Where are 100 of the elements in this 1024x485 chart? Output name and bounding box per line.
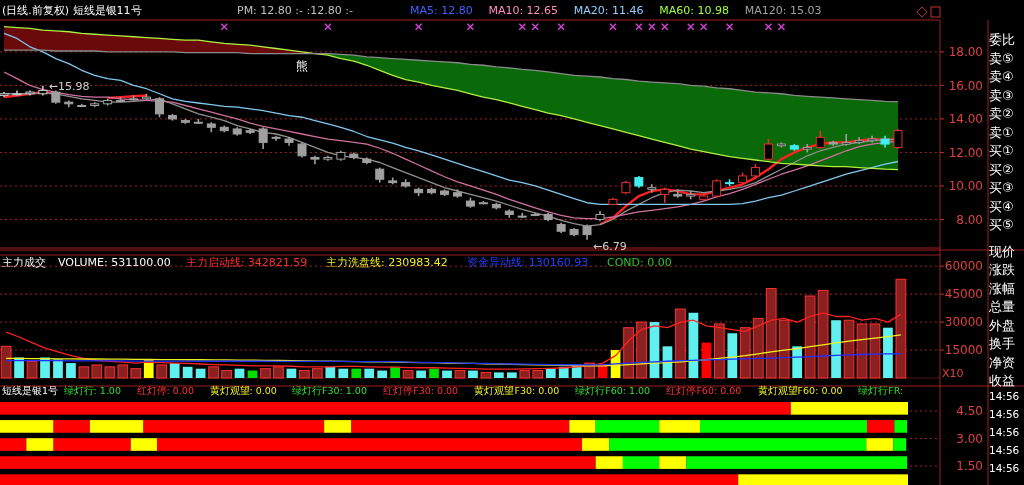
candlestick <box>517 211 527 219</box>
text: 买② <box>989 161 1014 177</box>
y-tick-label: 16.00 <box>948 78 983 93</box>
annotation: 主力洗盘线: 230983.42 <box>326 256 448 269</box>
bar <box>311 368 323 379</box>
bar <box>713 323 725 379</box>
y-tick-label: 60000 <box>944 259 983 274</box>
text: MA20: 11.46 <box>573 4 644 17</box>
bar <box>0 456 596 469</box>
y-tick-label: 45000 <box>944 287 983 302</box>
text: 14:56 <box>989 462 1020 474</box>
bar <box>0 402 791 415</box>
bar <box>739 327 751 379</box>
bar <box>0 438 27 451</box>
line-series <box>5 353 902 366</box>
text: 卖① <box>989 124 1014 140</box>
y-tick-label: 12.00 <box>948 145 983 160</box>
bar <box>675 308 686 379</box>
bar <box>156 364 168 379</box>
text: 14:56 <box>989 408 1020 420</box>
text: 1.50 <box>956 459 983 474</box>
text: 换手 <box>989 336 1015 351</box>
candlestick <box>647 183 657 194</box>
candlestick <box>349 151 359 160</box>
text: 14:56 <box>989 426 1020 438</box>
bar <box>595 456 623 469</box>
text: 现价 <box>989 243 1015 259</box>
candlestick <box>51 89 61 105</box>
bar <box>831 320 841 378</box>
bar <box>480 371 492 379</box>
y-tick-label: 14.00 <box>948 112 983 127</box>
bar <box>338 368 349 378</box>
bar <box>659 456 687 469</box>
text: 14:56 <box>989 390 1020 402</box>
candlestick <box>232 126 242 137</box>
bar <box>454 370 466 379</box>
text: 净资 <box>989 354 1015 370</box>
annotation: ←15.98 <box>48 79 90 93</box>
chart-title: 短线是银1号 <box>2 385 59 396</box>
text: 委比 <box>989 32 1015 47</box>
text: X10 <box>942 367 964 380</box>
text: 黄灯观望F60: 0.00 <box>757 385 843 396</box>
text: 卖⑤ <box>989 50 1014 66</box>
bar <box>299 370 310 379</box>
text: 绿灯行FR: <box>858 385 904 396</box>
bar <box>468 370 478 378</box>
bar <box>778 319 790 379</box>
text: 涨跌 <box>989 262 1015 277</box>
bar <box>208 366 219 379</box>
text: 绿灯行F30: 1.00 <box>292 385 367 396</box>
bar <box>351 368 362 378</box>
candlestick <box>854 136 864 145</box>
candlestick <box>245 128 255 135</box>
candlestick <box>893 128 903 150</box>
text: 涨幅 <box>989 280 1015 296</box>
bar <box>506 372 517 378</box>
line-series <box>3 26 899 171</box>
bar <box>26 438 54 451</box>
bar <box>169 363 180 378</box>
chart-title: 主力成交 <box>2 256 46 269</box>
y-tick-label: 18.00 <box>948 45 983 60</box>
text: 红灯停: 0.00 <box>136 385 194 396</box>
text: 红灯停F60: 0.00 <box>666 385 742 396</box>
candlestick <box>258 126 268 150</box>
text: 卖③ <box>989 87 1014 103</box>
bar <box>26 360 38 379</box>
annotation: COND: 0.00 <box>607 256 672 269</box>
bar <box>53 359 63 378</box>
annotation: 资金异动线: 130160.93 <box>466 256 589 269</box>
candlestick <box>880 134 890 149</box>
bar <box>0 474 739 485</box>
bar <box>790 402 908 415</box>
bar <box>442 370 452 378</box>
text: 红灯停F30: 0.00 <box>383 385 459 396</box>
bar <box>91 364 103 379</box>
bar <box>364 368 375 378</box>
bar <box>752 317 764 379</box>
text: MA120: 15.03 <box>744 4 822 17</box>
candlestick <box>815 129 825 150</box>
bar <box>636 321 647 379</box>
text: 黄灯观望F30: 0.00 <box>474 385 560 396</box>
text: 总量 <box>988 299 1015 314</box>
bar <box>117 364 129 379</box>
text: 买④ <box>989 198 1014 214</box>
bar <box>182 366 193 378</box>
bar <box>519 370 531 379</box>
text: 绿灯行: 1.00 <box>63 385 121 396</box>
bar <box>532 370 544 379</box>
candlestick <box>673 188 683 199</box>
bar <box>390 366 401 378</box>
bar <box>0 345 12 379</box>
bar <box>765 288 777 379</box>
text: 4.50 <box>956 404 983 419</box>
text: 卖② <box>989 106 1014 121</box>
bar <box>416 370 426 378</box>
bar <box>429 368 439 378</box>
bar <box>883 327 893 378</box>
line-series <box>3 32 899 206</box>
bar <box>14 357 24 378</box>
y-tick-label: 30000 <box>944 315 983 330</box>
